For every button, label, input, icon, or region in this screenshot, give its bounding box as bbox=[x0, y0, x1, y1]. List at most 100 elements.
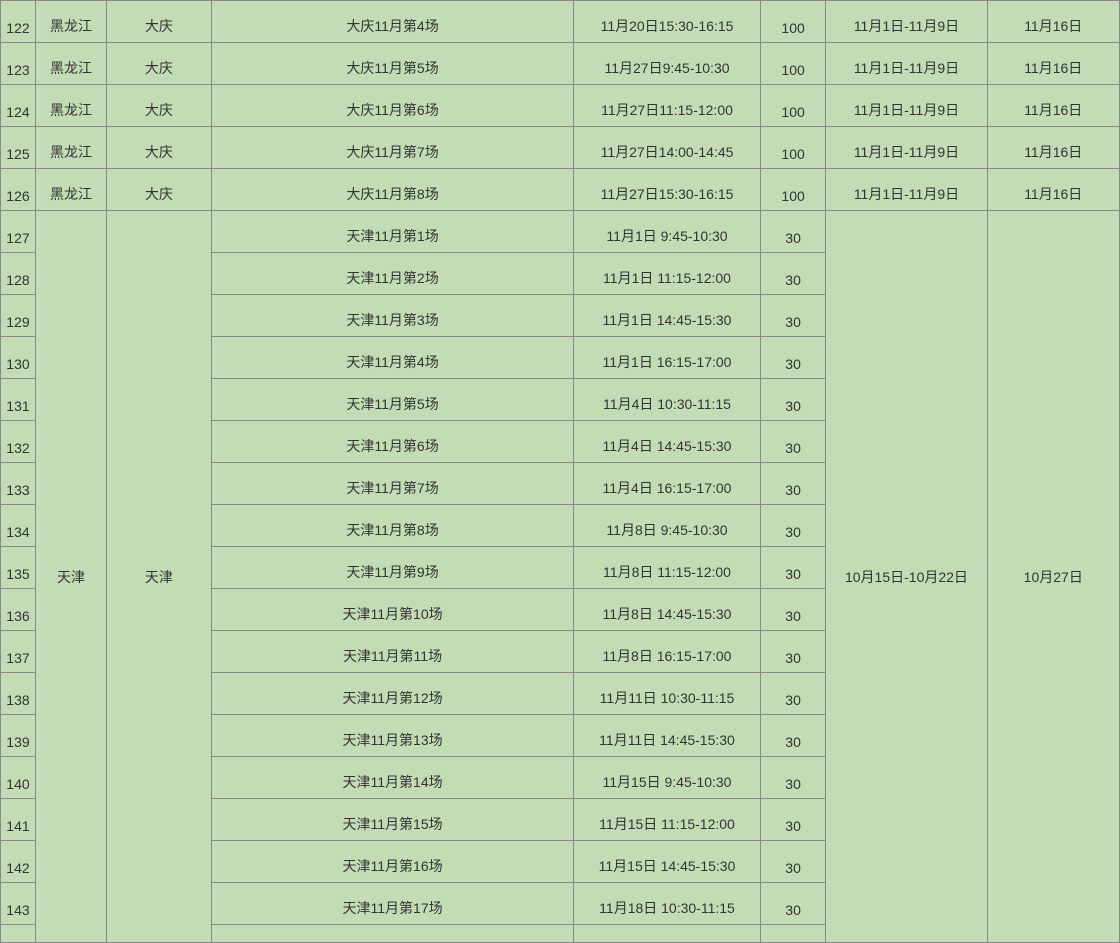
session-cell: 天津11月第13场 bbox=[211, 715, 573, 757]
session-cell: 大庆11月第8场 bbox=[211, 169, 573, 211]
session-cell: 大庆11月第5场 bbox=[211, 43, 573, 85]
row-id: 138 bbox=[1, 673, 36, 715]
session-cell: 天津11月第7场 bbox=[211, 463, 573, 505]
time-cell: 11月4日 16:15-17:00 bbox=[574, 463, 761, 505]
session-cell: 天津11月第11场 bbox=[211, 631, 573, 673]
reg-range-cell: 10月15日-10月22日 bbox=[826, 211, 987, 943]
time-cell: 11月8日 16:15-17:00 bbox=[574, 631, 761, 673]
capacity-cell: 30 bbox=[760, 379, 826, 421]
session-cell: 天津11月第3场 bbox=[211, 295, 573, 337]
reg-range-cell: 11月1日-11月9日 bbox=[826, 127, 987, 169]
city-cell: 大庆 bbox=[106, 1, 211, 43]
row-id: 137 bbox=[1, 631, 36, 673]
capacity-cell: 30 bbox=[760, 757, 826, 799]
time-cell: 11月4日 14:45-15:30 bbox=[574, 421, 761, 463]
confirm-date-cell: 11月16日 bbox=[987, 127, 1120, 169]
session-cell: 天津11月第9场 bbox=[211, 547, 573, 589]
city-cell: 大庆 bbox=[106, 43, 211, 85]
capacity-cell: 100 bbox=[760, 1, 826, 43]
reg-range-cell: 11月1日-11月9日 bbox=[826, 169, 987, 211]
capacity-cell: 30 bbox=[760, 253, 826, 295]
capacity-cell: 30 bbox=[760, 547, 826, 589]
row-id: 134 bbox=[1, 505, 36, 547]
time-cell: 11月27日11:15-12:00 bbox=[574, 85, 761, 127]
session-cell: 天津11月第2场 bbox=[211, 253, 573, 295]
row-id: 141 bbox=[1, 799, 36, 841]
row-id: 143 bbox=[1, 883, 36, 925]
session-cell: 天津11月第16场 bbox=[211, 841, 573, 883]
row-id: 124 bbox=[1, 85, 36, 127]
row-id: 136 bbox=[1, 589, 36, 631]
session-cell: 天津11月第1场 bbox=[211, 211, 573, 253]
row-id: 126 bbox=[1, 169, 36, 211]
capacity-cell: 30 bbox=[760, 421, 826, 463]
table-row: 125黑龙江大庆大庆11月第7场11月27日14:00-14:4510011月1… bbox=[1, 127, 1120, 169]
time-cell: 11月1日 9:45-10:30 bbox=[574, 211, 761, 253]
table-row: 126黑龙江大庆大庆11月第8场11月27日15:30-16:1510011月1… bbox=[1, 169, 1120, 211]
session-cell: 天津11月第10场 bbox=[211, 589, 573, 631]
time-cell: 11月15日 14:45-15:30 bbox=[574, 841, 761, 883]
time-cell: 11月27日15:30-16:15 bbox=[574, 169, 761, 211]
time-cell: 11月8日 11:15-12:00 bbox=[574, 547, 761, 589]
province-cell: 黑龙江 bbox=[35, 1, 106, 43]
province-cell: 天津 bbox=[35, 211, 106, 943]
session-cell: 大庆11月第7场 bbox=[211, 127, 573, 169]
row-id: 131 bbox=[1, 379, 36, 421]
confirm-date-cell: 11月16日 bbox=[987, 169, 1120, 211]
time-cell: 11月27日14:00-14:45 bbox=[574, 127, 761, 169]
capacity-cell: 30 bbox=[760, 211, 826, 253]
capacity-cell: 100 bbox=[760, 127, 826, 169]
time-cell: 11月1日 14:45-15:30 bbox=[574, 295, 761, 337]
capacity-cell: 100 bbox=[760, 85, 826, 127]
city-cell: 大庆 bbox=[106, 85, 211, 127]
time-cell: 11月20日15:30-16:15 bbox=[574, 1, 761, 43]
session-cell: 天津11月第4场 bbox=[211, 337, 573, 379]
time-cell: 11月11日 14:45-15:30 bbox=[574, 715, 761, 757]
capacity-cell: 30 bbox=[760, 631, 826, 673]
confirm-date-cell: 11月16日 bbox=[987, 1, 1120, 43]
capacity-cell: 30 bbox=[760, 715, 826, 757]
time-cell: 11月8日 14:45-15:30 bbox=[574, 589, 761, 631]
row-id: 132 bbox=[1, 421, 36, 463]
row-id: 142 bbox=[1, 841, 36, 883]
capacity-cell: 30 bbox=[760, 883, 826, 925]
row-id: 130 bbox=[1, 337, 36, 379]
table-row: 123黑龙江大庆大庆11月第5场11月27日9:45-10:3010011月1日… bbox=[1, 43, 1120, 85]
session-cell: 天津11月第12场 bbox=[211, 673, 573, 715]
schedule-table: 122黑龙江大庆大庆11月第4场11月20日15:30-16:1510011月1… bbox=[0, 0, 1120, 943]
time-cell bbox=[574, 925, 761, 943]
time-cell: 11月27日9:45-10:30 bbox=[574, 43, 761, 85]
session-cell: 天津11月第15场 bbox=[211, 799, 573, 841]
row-id: 122 bbox=[1, 1, 36, 43]
province-cell: 黑龙江 bbox=[35, 85, 106, 127]
capacity-cell: 30 bbox=[760, 589, 826, 631]
capacity-cell: 30 bbox=[760, 799, 826, 841]
capacity-cell: 30 bbox=[760, 337, 826, 379]
table-row: 122黑龙江大庆大庆11月第4场11月20日15:30-16:1510011月1… bbox=[1, 1, 1120, 43]
session-cell: 天津11月第6场 bbox=[211, 421, 573, 463]
table-row: 124黑龙江大庆大庆11月第6场11月27日11:15-12:0010011月1… bbox=[1, 85, 1120, 127]
row-id: 135 bbox=[1, 547, 36, 589]
city-cell: 大庆 bbox=[106, 127, 211, 169]
time-cell: 11月18日 10:30-11:15 bbox=[574, 883, 761, 925]
reg-range-cell: 11月1日-11月9日 bbox=[826, 43, 987, 85]
row-id bbox=[1, 925, 36, 943]
table-row: 127天津天津天津11月第1场11月1日 9:45-10:303010月15日-… bbox=[1, 211, 1120, 253]
capacity-cell: 30 bbox=[760, 295, 826, 337]
reg-range-cell: 11月1日-11月9日 bbox=[826, 1, 987, 43]
time-cell: 11月8日 9:45-10:30 bbox=[574, 505, 761, 547]
province-cell: 黑龙江 bbox=[35, 43, 106, 85]
capacity-cell: 30 bbox=[760, 505, 826, 547]
row-id: 123 bbox=[1, 43, 36, 85]
province-cell: 黑龙江 bbox=[35, 127, 106, 169]
time-cell: 11月1日 11:15-12:00 bbox=[574, 253, 761, 295]
session-cell bbox=[211, 925, 573, 943]
city-cell: 大庆 bbox=[106, 169, 211, 211]
row-id: 125 bbox=[1, 127, 36, 169]
capacity-cell: 30 bbox=[760, 841, 826, 883]
time-cell: 11月15日 11:15-12:00 bbox=[574, 799, 761, 841]
city-cell: 天津 bbox=[106, 211, 211, 943]
session-cell: 天津11月第8场 bbox=[211, 505, 573, 547]
row-id: 133 bbox=[1, 463, 36, 505]
reg-range-cell: 11月1日-11月9日 bbox=[826, 85, 987, 127]
